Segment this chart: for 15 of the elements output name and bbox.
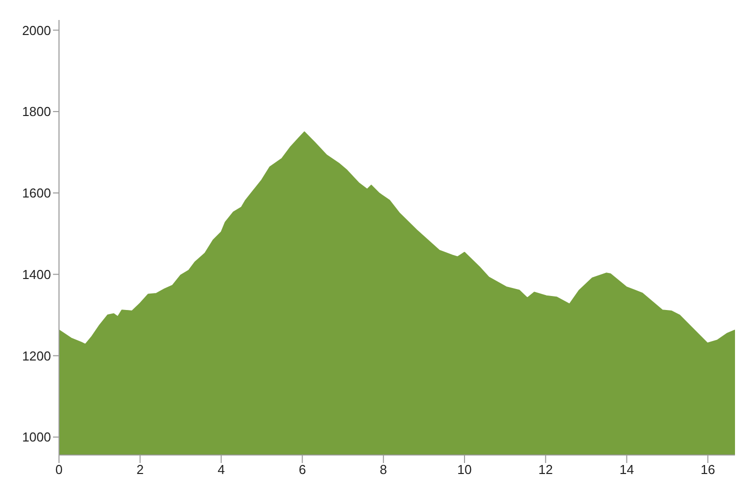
x-tick-label: 14 [619, 462, 634, 478]
x-tick-label: 12 [538, 462, 553, 478]
x-tick-label: 4 [218, 462, 225, 478]
y-tick-label: 1200 [22, 348, 51, 364]
x-tick-label: 0 [55, 462, 63, 478]
x-tick-label: 2 [136, 462, 144, 478]
x-tick-label: 6 [298, 462, 306, 478]
x-tick-label: 8 [380, 462, 388, 478]
y-tick-label: 1400 [22, 266, 51, 282]
y-tick-label: 2000 [22, 22, 51, 38]
y-tick-label: 1800 [22, 104, 51, 120]
x-tick-label: 10 [457, 462, 472, 478]
y-tick-label: 1000 [22, 430, 51, 445]
y-tick-label: 1600 [22, 186, 51, 201]
x-tick-label: 16 [700, 462, 716, 478]
